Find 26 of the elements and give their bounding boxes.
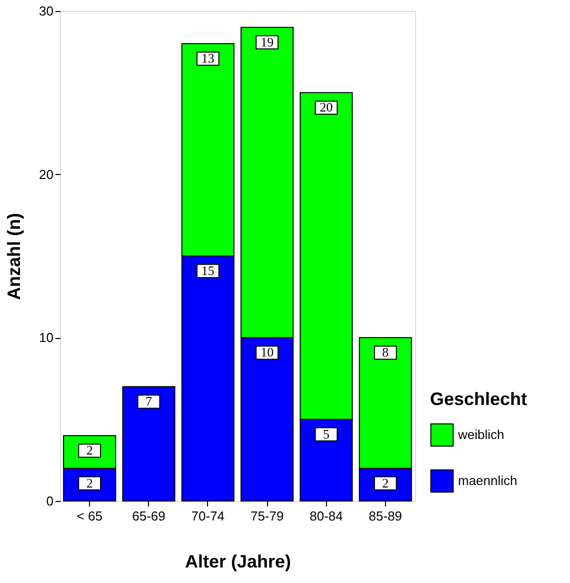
x-tick-label: 70-74: [191, 508, 225, 524]
x-tick-label: < 65: [76, 508, 102, 524]
data-label: 7: [146, 394, 152, 409]
y-tick-label: 20: [39, 166, 54, 182]
data-label: 2: [382, 475, 389, 490]
data-label: 15: [201, 263, 214, 278]
x-tick-label: 85-89: [368, 508, 402, 524]
data-label: 19: [260, 34, 274, 50]
x-tick-label: 80-84: [310, 508, 343, 524]
x-tick-label: 75-79: [250, 508, 284, 524]
x-axis-title: Alter (Jahre): [184, 552, 292, 572]
data-label: 2: [86, 475, 93, 490]
legend-label: maennlich: [458, 473, 518, 488]
data-label: 2: [86, 442, 93, 458]
data-label: 20: [320, 100, 333, 115]
legend-title: Geschlecht: [430, 389, 528, 409]
legend-label: weiblich: [457, 427, 504, 442]
data-label: 5: [323, 426, 330, 442]
x-tick-label: 65-69: [132, 508, 166, 524]
y-tick-label: 10: [39, 330, 54, 346]
data-label: 8: [382, 344, 389, 360]
y-tick-label: 30: [39, 4, 54, 18]
data-label: 10: [260, 344, 274, 360]
y-axis-title: Anzahl (n): [4, 213, 24, 300]
data-label: 13: [201, 50, 214, 66]
y-tick-label: 0: [46, 494, 54, 508]
